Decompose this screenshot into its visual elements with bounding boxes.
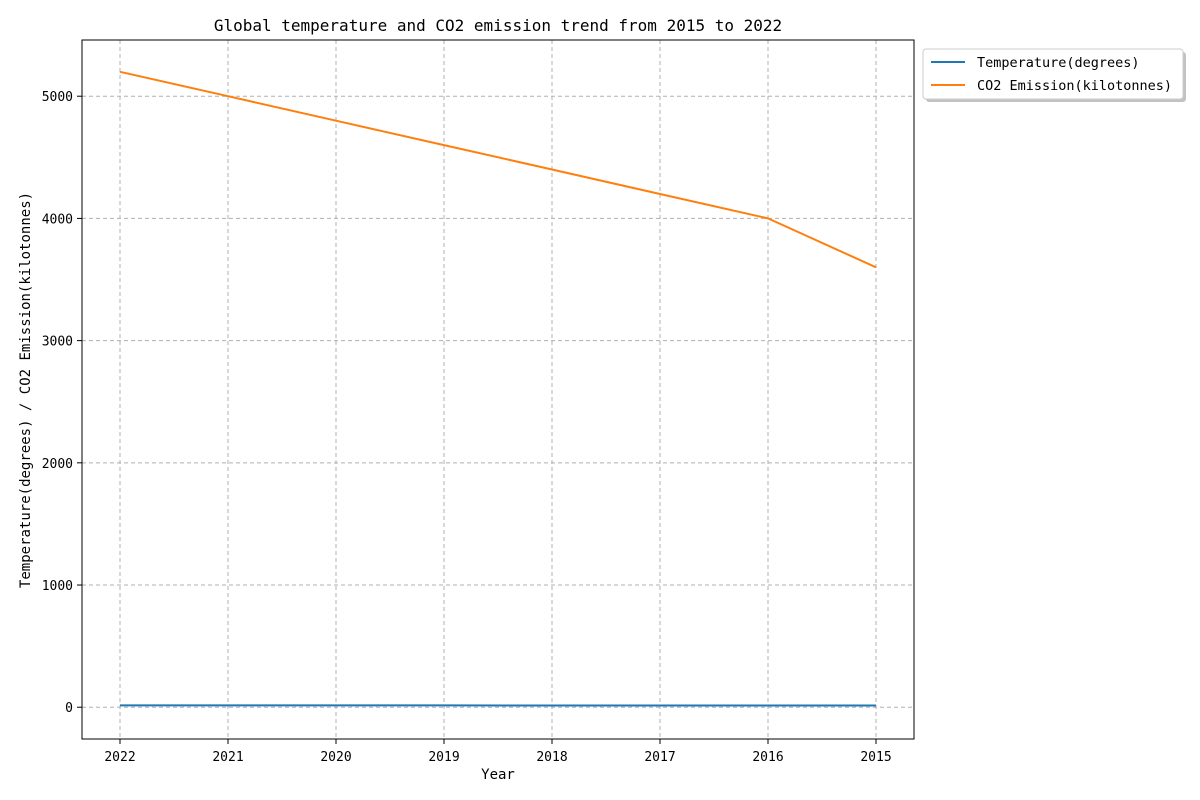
y-tick-label: 1000 — [42, 579, 73, 594]
y-tick-label: 0 — [65, 701, 73, 716]
y-tick-label: 2000 — [42, 457, 73, 472]
x-tick-label: 2019 — [428, 750, 459, 765]
x-tick-label: 2018 — [536, 750, 567, 765]
grid-lines — [82, 40, 914, 739]
x-axis-title: Year — [481, 767, 515, 783]
x-tick-label: 2017 — [644, 750, 675, 765]
legend-label: Temperature(degrees) — [977, 55, 1140, 71]
legend-label: CO2 Emission(kilotonnes) — [977, 78, 1172, 94]
x-tick-label: 2016 — [752, 750, 783, 765]
x-tick-label: 2021 — [212, 750, 243, 765]
legend-box — [922, 48, 1184, 100]
y-tick-label: 4000 — [42, 212, 73, 227]
x-tick-label: 2015 — [860, 750, 891, 765]
y-axis-title: Temperature(degrees) / CO2 Emission(kilo… — [18, 192, 34, 588]
series-lines — [119, 70, 877, 707]
series-line-co2-emission — [119, 70, 877, 269]
x-tick-label: 2022 — [104, 750, 135, 765]
legend: Temperature(degrees) CO2 Emission(kiloton… — [922, 48, 1186, 102]
plot-frame — [81, 39, 915, 740]
y-tick-label: 5000 — [42, 90, 73, 105]
axis-ticks: 2022 2021 2020 2019 2018 2017 2016 2015 0 1000 200… — [42, 90, 892, 765]
y-tick-label: 3000 — [42, 335, 73, 350]
x-tick-label: 2020 — [320, 750, 351, 765]
chart-title: Global temperature and CO2 emission tren… — [214, 16, 782, 35]
